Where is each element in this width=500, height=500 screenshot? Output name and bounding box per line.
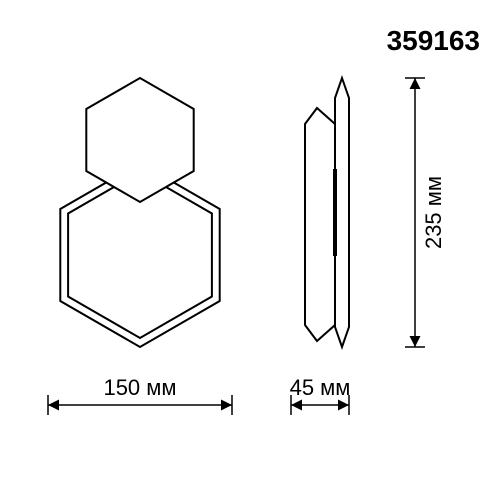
height-label: 235 мм — [421, 176, 446, 249]
technical-drawing: 359163 150 мм 45 мм 235 мм — [0, 0, 500, 500]
depth-label: 45 мм — [290, 375, 351, 400]
side-view — [305, 78, 349, 347]
front-view — [60, 78, 219, 347]
width-label: 150 мм — [103, 375, 176, 400]
product-code: 359163 — [387, 25, 480, 56]
